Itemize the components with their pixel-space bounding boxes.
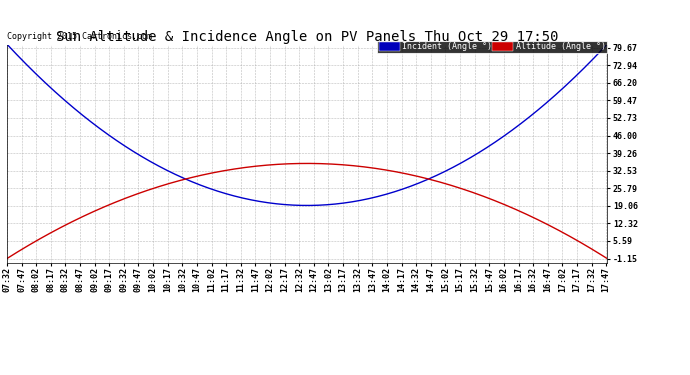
Legend: Incident (Angle °), Altitude (Angle °): Incident (Angle °), Altitude (Angle °) — [377, 40, 607, 53]
Text: Copyright 2015 Cartronics.com: Copyright 2015 Cartronics.com — [7, 32, 152, 40]
Title: Sun Altitude & Incidence Angle on PV Panels Thu Oct 29 17:50: Sun Altitude & Incidence Angle on PV Pan… — [56, 30, 558, 44]
